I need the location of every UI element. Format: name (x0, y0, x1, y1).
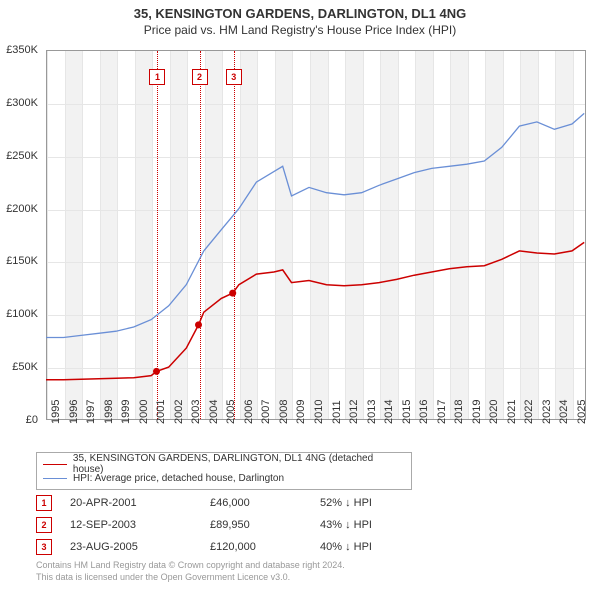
x-axis-label: 2008 (278, 400, 290, 424)
attribution-text: Contains HM Land Registry data © Crown c… (36, 560, 345, 583)
x-axis-label: 1999 (120, 400, 132, 424)
y-axis-label: £200K (0, 203, 38, 215)
x-axis-label: 2005 (225, 400, 237, 424)
event-diff: 52% ↓ HPI (320, 497, 430, 509)
x-axis-label: 2020 (488, 400, 500, 424)
event-price: £89,950 (210, 519, 320, 531)
legend-box: 35, KENSINGTON GARDENS, DARLINGTON, DL1 … (36, 452, 412, 490)
series-line-price_paid (46, 242, 584, 379)
event-price: £120,000 (210, 541, 320, 553)
x-axis-label: 2017 (436, 400, 448, 424)
x-axis-label: 2009 (295, 400, 307, 424)
event-date: 12-SEP-2003 (70, 519, 210, 531)
event-table: 1 20-APR-2001£46,00052% ↓ HPI 2 12-SEP-2003… (36, 492, 456, 558)
x-axis-label: 2013 (366, 400, 378, 424)
x-axis-label: 2019 (471, 400, 483, 424)
event-date: 23-AUG-2005 (70, 541, 210, 553)
legend-label: HPI: Average price, detached house, Darl… (73, 473, 284, 484)
legend-swatch (43, 478, 67, 479)
y-axis-label: £50K (0, 361, 38, 373)
x-axis-label: 1998 (103, 400, 115, 424)
chart-subtitle: Price paid vs. HM Land Registry's House … (0, 23, 600, 37)
sale-point (195, 321, 202, 328)
x-axis-label: 2014 (383, 400, 395, 424)
x-axis-label: 1995 (50, 400, 62, 424)
x-axis-label: 1996 (68, 400, 80, 424)
x-axis-label: 2022 (523, 400, 535, 424)
chart-container: 35, KENSINGTON GARDENS, DARLINGTON, DL1 … (0, 0, 600, 590)
x-axis-label: 2021 (506, 400, 518, 424)
title-block: 35, KENSINGTON GARDENS, DARLINGTON, DL1 … (0, 0, 600, 37)
x-axis-label: 2012 (348, 400, 360, 424)
event-row: 2 12-SEP-2003£89,95043% ↓ HPI (36, 514, 456, 536)
event-date: 20-APR-2001 (70, 497, 210, 509)
event-row-marker: 2 (36, 517, 52, 533)
x-axis-label: 2010 (313, 400, 325, 424)
series-line-hpi (46, 113, 584, 337)
x-axis-label: 2018 (453, 400, 465, 424)
x-axis-label: 2011 (331, 400, 343, 424)
y-axis-label: £100K (0, 308, 38, 320)
y-axis-label: £250K (0, 150, 38, 162)
y-axis-label: £350K (0, 44, 38, 56)
event-row-marker: 3 (36, 539, 52, 555)
event-diff: 43% ↓ HPI (320, 519, 430, 531)
y-axis-label: £300K (0, 97, 38, 109)
x-axis-label: 2016 (418, 400, 430, 424)
legend-item: 35, KENSINGTON GARDENS, DARLINGTON, DL1 … (43, 457, 405, 471)
chart-area: 123 199519961997199819992000200120022003… (46, 50, 586, 420)
x-axis-label: 2025 (576, 400, 588, 424)
x-axis-label: 2006 (243, 400, 255, 424)
attribution-line: Contains HM Land Registry data © Crown c… (36, 560, 345, 572)
sale-point (229, 290, 236, 297)
x-axis-label: 2007 (260, 400, 272, 424)
x-axis-label: 2004 (208, 400, 220, 424)
x-axis-label: 2024 (558, 400, 570, 424)
x-axis-label: 2023 (541, 400, 553, 424)
x-axis-label: 2001 (155, 400, 167, 424)
chart-svg (46, 50, 586, 420)
event-row-marker: 1 (36, 495, 52, 511)
event-row: 3 23-AUG-2005£120,00040% ↓ HPI (36, 536, 456, 558)
event-price: £46,000 (210, 497, 320, 509)
x-axis-label: 2000 (138, 400, 150, 424)
x-axis-label: 2015 (401, 400, 413, 424)
y-axis-label: £0 (0, 414, 38, 426)
sale-point (153, 368, 160, 375)
x-axis-label: 1997 (85, 400, 97, 424)
x-axis-label: 2002 (173, 400, 185, 424)
event-diff: 40% ↓ HPI (320, 541, 430, 553)
event-row: 1 20-APR-2001£46,00052% ↓ HPI (36, 492, 456, 514)
attribution-line: This data is licensed under the Open Gov… (36, 572, 345, 584)
y-axis-label: £150K (0, 255, 38, 267)
legend-swatch (43, 464, 67, 465)
x-axis-label: 2003 (190, 400, 202, 424)
chart-title: 35, KENSINGTON GARDENS, DARLINGTON, DL1 … (0, 6, 600, 21)
